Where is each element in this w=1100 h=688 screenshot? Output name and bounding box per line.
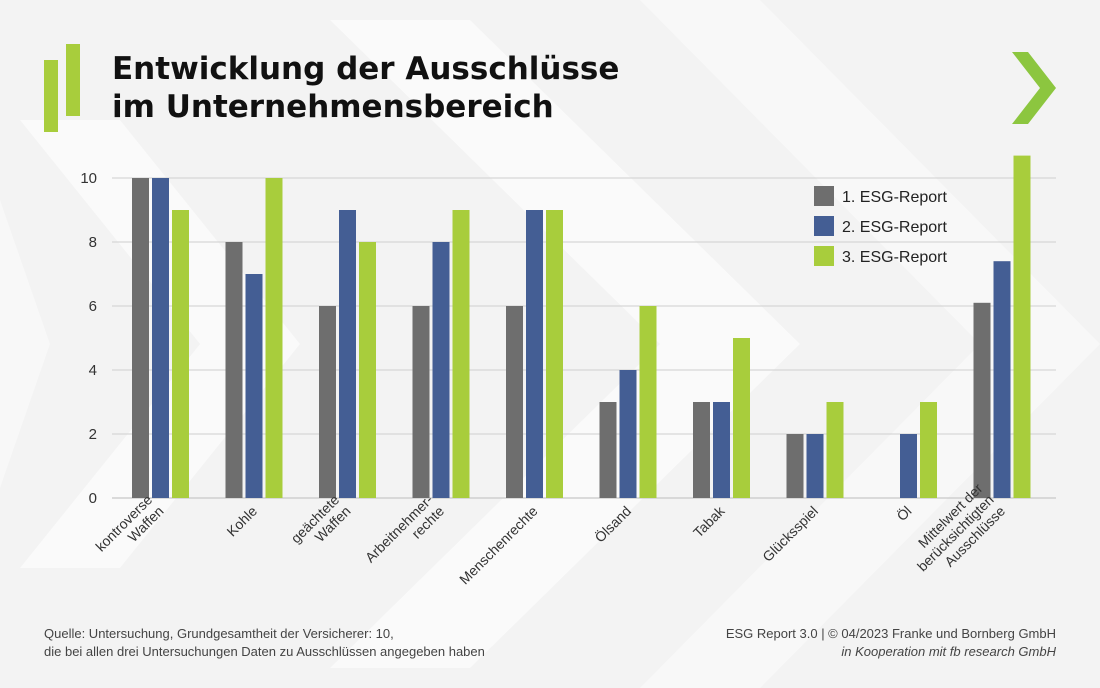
bar	[245, 274, 263, 498]
bar	[339, 210, 356, 498]
bar	[132, 178, 149, 498]
bar	[225, 242, 243, 498]
bar	[639, 306, 657, 498]
bar	[359, 242, 376, 498]
bar	[900, 434, 917, 498]
legend-swatch	[814, 186, 834, 206]
legend-label: 1. ESG-Report	[842, 189, 947, 206]
x-category-label: Mittelwert derberücksichtigtenAusschlüss…	[903, 480, 1009, 586]
bar	[452, 210, 470, 498]
x-category-label: geächteteWaffen	[288, 491, 354, 557]
bar	[619, 370, 637, 498]
y-tick-label: 2	[89, 426, 97, 443]
x-category-label: Menschenrechte	[456, 503, 541, 588]
credit-note: ESG Report 3.0 | © 04/2023 Franke und Bo…	[726, 625, 1056, 661]
chevron-right-icon	[1012, 52, 1056, 124]
bar	[973, 302, 991, 498]
y-tick-label: 8	[89, 234, 97, 251]
bar	[432, 242, 450, 498]
y-tick-label: 0	[89, 490, 97, 507]
y-tick-label: 4	[89, 362, 97, 379]
logo-icon	[44, 44, 80, 132]
bar	[826, 402, 844, 498]
bar	[733, 338, 750, 498]
credit-line-1: ESG Report 3.0 | © 04/2023 Franke und Bo…	[725, 626, 1056, 641]
legend-label: 3. ESG-Report	[842, 249, 947, 266]
x-category-label: Glücksspiel	[759, 503, 821, 565]
x-category-label: Ölsand	[591, 502, 634, 545]
bar	[713, 402, 730, 498]
source-line-1: Quelle: Untersuchung, Grundgesamtheit de…	[44, 626, 394, 641]
source-line-2: die bei allen drei Untersuchungen Daten …	[44, 644, 485, 659]
title-line-2: im Unternehmensbereich	[112, 89, 554, 125]
bar	[806, 434, 824, 498]
y-tick-label: 6	[89, 298, 97, 315]
bar	[546, 210, 563, 498]
credit-line-2: in Kooperation mit fb research GmbH	[841, 644, 1056, 659]
bar	[172, 210, 189, 498]
bar	[319, 306, 336, 498]
x-category-label: Arbeitnehmer-rechte	[362, 491, 448, 577]
page-title: Entwicklung der Ausschlüsse im Unternehm…	[112, 50, 619, 126]
bar	[506, 306, 523, 498]
x-category-label: Tabak	[690, 502, 728, 540]
legend-swatch	[814, 216, 834, 236]
bar	[993, 261, 1011, 498]
bar	[599, 402, 617, 498]
y-tick-label: 10	[80, 170, 97, 187]
bar	[412, 306, 430, 498]
bar	[265, 178, 283, 498]
x-category-label: Kohle	[223, 503, 260, 540]
bar	[693, 402, 710, 498]
x-category-label: Öl	[893, 502, 915, 524]
x-category-label: kontroverseWaffen	[92, 491, 166, 565]
legend-swatch	[814, 246, 834, 266]
legend-label: 2. ESG-Report	[842, 219, 947, 236]
bar	[1013, 155, 1031, 498]
bar	[152, 178, 169, 498]
bar	[920, 402, 937, 498]
source-note: Quelle: Untersuchung, Grundgesamtheit de…	[44, 625, 485, 661]
title-line-1: Entwicklung der Ausschlüsse	[112, 51, 620, 87]
bar	[786, 434, 804, 498]
bar	[526, 210, 543, 498]
